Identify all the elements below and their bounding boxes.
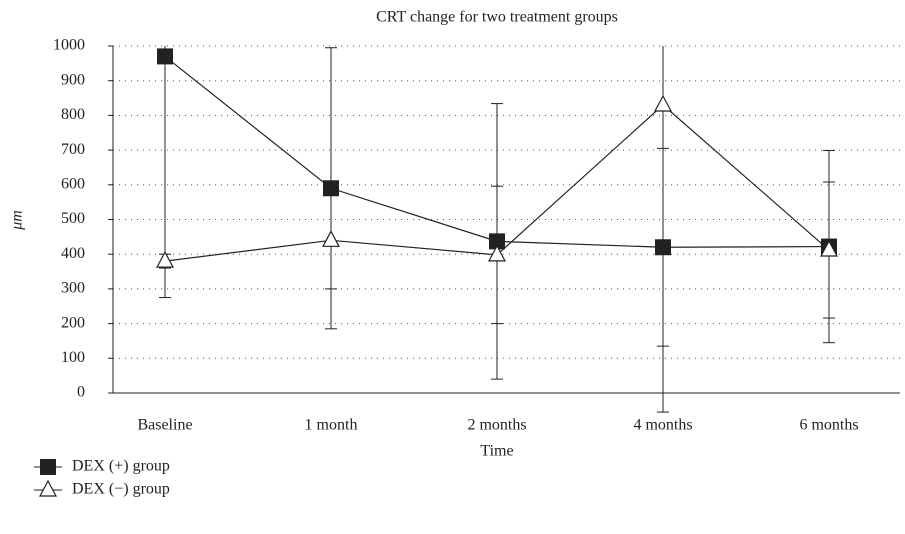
y-tick-label: 400 xyxy=(61,245,85,262)
marker xyxy=(488,244,506,262)
y-tick-label: 300 xyxy=(61,280,85,297)
x-tick-label: 4 months xyxy=(633,417,692,434)
legend-label: DEX (+) group xyxy=(72,458,170,475)
marker xyxy=(39,479,57,497)
y-tick-label: 600 xyxy=(61,175,85,192)
y-tick-label: 800 xyxy=(61,106,85,123)
x-tick-label: 2 months xyxy=(467,417,526,434)
x-tick-label: Baseline xyxy=(137,417,192,434)
y-tick-label: 900 xyxy=(61,71,85,88)
y-axis-title: μm xyxy=(9,210,26,231)
x-tick-label: 6 months xyxy=(799,417,858,434)
y-tick-label: 500 xyxy=(61,210,85,227)
y-tick-label: 0 xyxy=(77,384,85,401)
marker xyxy=(322,230,340,247)
marker xyxy=(157,48,173,65)
x-axis-title: Time xyxy=(480,443,513,460)
marker xyxy=(654,94,672,112)
x-tick-label: 1 month xyxy=(305,417,358,434)
y-tick-label: 1000 xyxy=(53,37,85,54)
marker xyxy=(323,180,339,197)
marker xyxy=(156,250,174,268)
y-tick-label: 200 xyxy=(61,314,85,331)
y-tick-label: 100 xyxy=(61,349,85,366)
marker xyxy=(820,239,838,257)
chart-title: CRT change for two treatment groups xyxy=(376,9,618,26)
y-tick-label: 700 xyxy=(61,141,85,158)
marker xyxy=(40,459,56,475)
legend-label: DEX (−) group xyxy=(72,481,170,498)
